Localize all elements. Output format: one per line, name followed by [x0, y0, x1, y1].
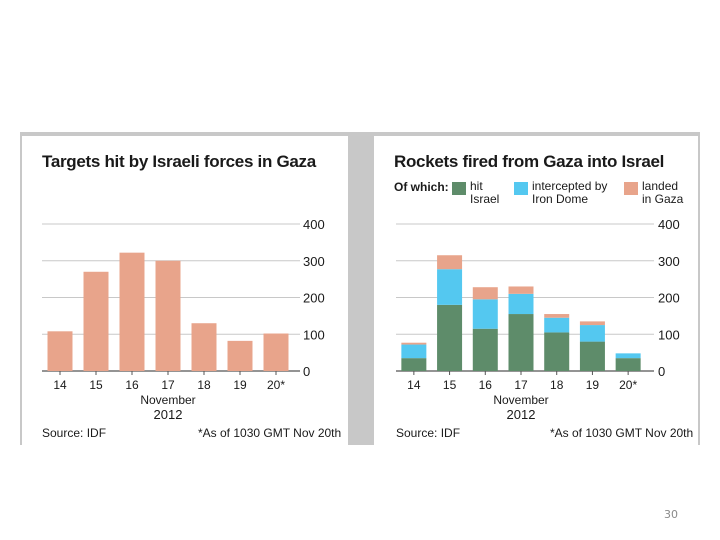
chart-note: *As of 1030 GMT Nov 20th [198, 426, 342, 440]
x-tick-label: 19 [586, 378, 600, 392]
bar-segment [544, 317, 570, 333]
x-tick-label: 17 [514, 378, 528, 392]
x-tick-label: 17 [161, 378, 175, 392]
chart-source: Source: IDF [396, 426, 461, 440]
x-tick-label: 16 [125, 378, 139, 392]
legend-swatch-hit-israel [452, 182, 466, 195]
bar-segment [615, 353, 641, 359]
bar-segment [579, 321, 605, 326]
bar-segment [615, 358, 641, 371]
bar-segment [544, 332, 570, 371]
legend-item-intercepted: intercepted by Iron Dome [532, 179, 608, 206]
bar [191, 323, 217, 371]
x-axis-year: 2012 [154, 407, 183, 422]
legend-item-landed-gaza: landed in Gaza [642, 179, 684, 206]
bar-segment [579, 325, 605, 342]
targets-chart-panel: Targets hit by Israeli forces in Gaza 0 1… [22, 136, 348, 445]
y-tick-label: 300 [658, 254, 680, 269]
chart-title: Rockets fired from Gaza into Israel [394, 152, 665, 171]
bar-segment [401, 342, 427, 345]
legend-swatch-landed-gaza [624, 182, 638, 195]
legend-item-hit-israel: hit Israel [470, 179, 500, 206]
bar-segment [472, 299, 498, 329]
bar-segment [437, 304, 463, 371]
charts-container: Targets hit by Israeli forces in Gaza 0 1… [20, 132, 700, 445]
bar-segment [508, 314, 534, 371]
x-axis-label: November [493, 393, 548, 407]
bar-segment [472, 328, 498, 371]
legend-swatch-intercepted [514, 182, 528, 195]
bar-segment [579, 341, 605, 371]
x-tick-label: 18 [197, 378, 211, 392]
chart-title: Targets hit by Israeli forces in Gaza [42, 152, 316, 171]
bar [83, 271, 109, 371]
x-axis-year: 2012 [507, 407, 536, 422]
bar-segment [508, 293, 534, 315]
x-tick-label: 20* [619, 378, 637, 392]
y-tick-label: 200 [658, 291, 680, 306]
x-tick-label: 20* [267, 378, 285, 392]
chart-source: Source: IDF [42, 426, 107, 440]
bar-segment [401, 358, 427, 371]
bar-segment [437, 255, 463, 270]
x-tick-label: 14 [53, 378, 67, 392]
x-tick-label: 15 [443, 378, 457, 392]
x-tick-label: 15 [89, 378, 103, 392]
bar [47, 331, 73, 371]
bar [119, 252, 145, 371]
x-tick-label: 19 [233, 378, 247, 392]
x-tick-label: 18 [550, 378, 564, 392]
bar-segment [544, 314, 570, 318]
x-axis-label: November [140, 393, 195, 407]
y-tick-label: 400 [303, 217, 325, 232]
bar-segment [437, 269, 463, 305]
x-tick-label: 16 [479, 378, 493, 392]
y-tick-label: 200 [303, 291, 325, 306]
bar-segment [472, 287, 498, 300]
y-tick-label: 100 [303, 327, 325, 342]
y-tick-label: 100 [658, 327, 680, 342]
bar-segment [401, 344, 427, 359]
y-tick-label: 300 [303, 254, 325, 269]
legend-title: Of which: [394, 180, 449, 194]
x-tick-label: 14 [407, 378, 421, 392]
bar [155, 260, 181, 371]
rockets-chart-panel: Rockets fired from Gaza into Israel Of w… [374, 136, 698, 445]
bar-segment [508, 286, 534, 294]
bar [227, 340, 253, 371]
bar [263, 333, 289, 371]
y-tick-label: 400 [658, 217, 680, 232]
slide-number: 30 [664, 508, 678, 521]
chart-note: *As of 1030 GMT Nov 20th [550, 426, 694, 440]
y-tick-label: 0 [303, 364, 310, 379]
y-tick-label: 0 [658, 364, 665, 379]
